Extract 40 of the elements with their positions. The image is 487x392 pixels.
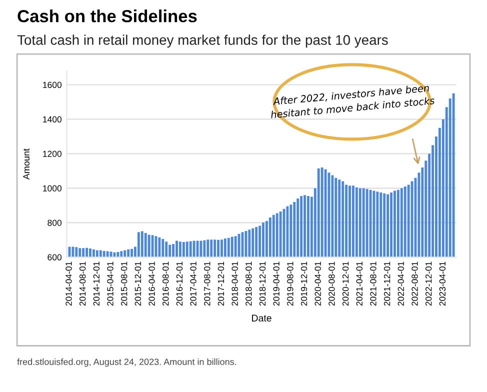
x-tick-label: 2015-04-01 bbox=[107, 262, 114, 306]
x-tick-label: 2016-08-01 bbox=[162, 262, 169, 306]
x-tick-label: 2020-12-01 bbox=[342, 262, 349, 306]
x-axis-title: Date bbox=[252, 314, 272, 322]
x-tick-label: 2015-08-01 bbox=[121, 262, 128, 306]
y-tick-label: 1000 bbox=[43, 185, 62, 192]
x-tick-label: 2019-04-01 bbox=[273, 262, 280, 306]
y-tick-label: 600 bbox=[48, 254, 62, 260]
x-tick-label: 2021-08-01 bbox=[370, 262, 376, 306]
x-tick-label: 2017-12-01 bbox=[218, 262, 224, 306]
x-tick-label: 2021-12-01 bbox=[384, 262, 390, 306]
x-tick-label: 2022-04-01 bbox=[398, 262, 404, 306]
x-tick-label: 2018-12-01 bbox=[259, 262, 266, 306]
x-tick-label: 2020-08-01 bbox=[328, 262, 335, 306]
x-tick-label: 2017-08-01 bbox=[204, 262, 210, 306]
x-tick-label: 2014-04-01 bbox=[66, 262, 72, 306]
chart-subtitle: Total cash in retail money market funds for the past 10 years bbox=[17, 34, 388, 48]
y-tick-label: 1200 bbox=[43, 150, 62, 157]
x-tick-label: 2018-04-01 bbox=[232, 262, 238, 306]
x-tick-label: 2021-04-01 bbox=[356, 262, 362, 306]
chart-title: Cash on the Sidelines bbox=[18, 10, 197, 22]
x-tick-label: 2022-08-01 bbox=[412, 262, 418, 306]
x-tick-label: 2016-12-01 bbox=[176, 262, 183, 306]
x-tick-label: 2020-04-01 bbox=[314, 262, 321, 306]
x-tick-label: 2016-04-01 bbox=[148, 262, 155, 306]
x-tick-label: 2023-04-01 bbox=[439, 262, 446, 306]
y-tick-label: 1400 bbox=[43, 116, 62, 122]
x-tick-label: 2022-12-01 bbox=[425, 262, 432, 306]
text: fred.stlouisfed.org, August 24, 2023. Amount in billions. bbox=[17, 358, 236, 367]
y-tick-label: 800 bbox=[48, 220, 62, 226]
x-tick-label: 2019-08-01 bbox=[287, 262, 294, 306]
x-tick-label: 2014-12-01 bbox=[93, 262, 100, 306]
y-tick-label: 1600 bbox=[43, 82, 62, 88]
x-tick-label: 2015-12-01 bbox=[134, 262, 142, 306]
y-axis-title: Amount bbox=[23, 148, 30, 180]
x-tick-label: 2018-08-01 bbox=[246, 262, 252, 306]
x-tick-label: 2017-04-01 bbox=[190, 262, 196, 306]
x-tick-label: 2019-12-01 bbox=[300, 262, 308, 306]
x-tick-label: 2014-08-01 bbox=[79, 262, 86, 306]
annotation: After 2022, investors have been hesitant to move back into stocks bbox=[270, 84, 435, 118]
